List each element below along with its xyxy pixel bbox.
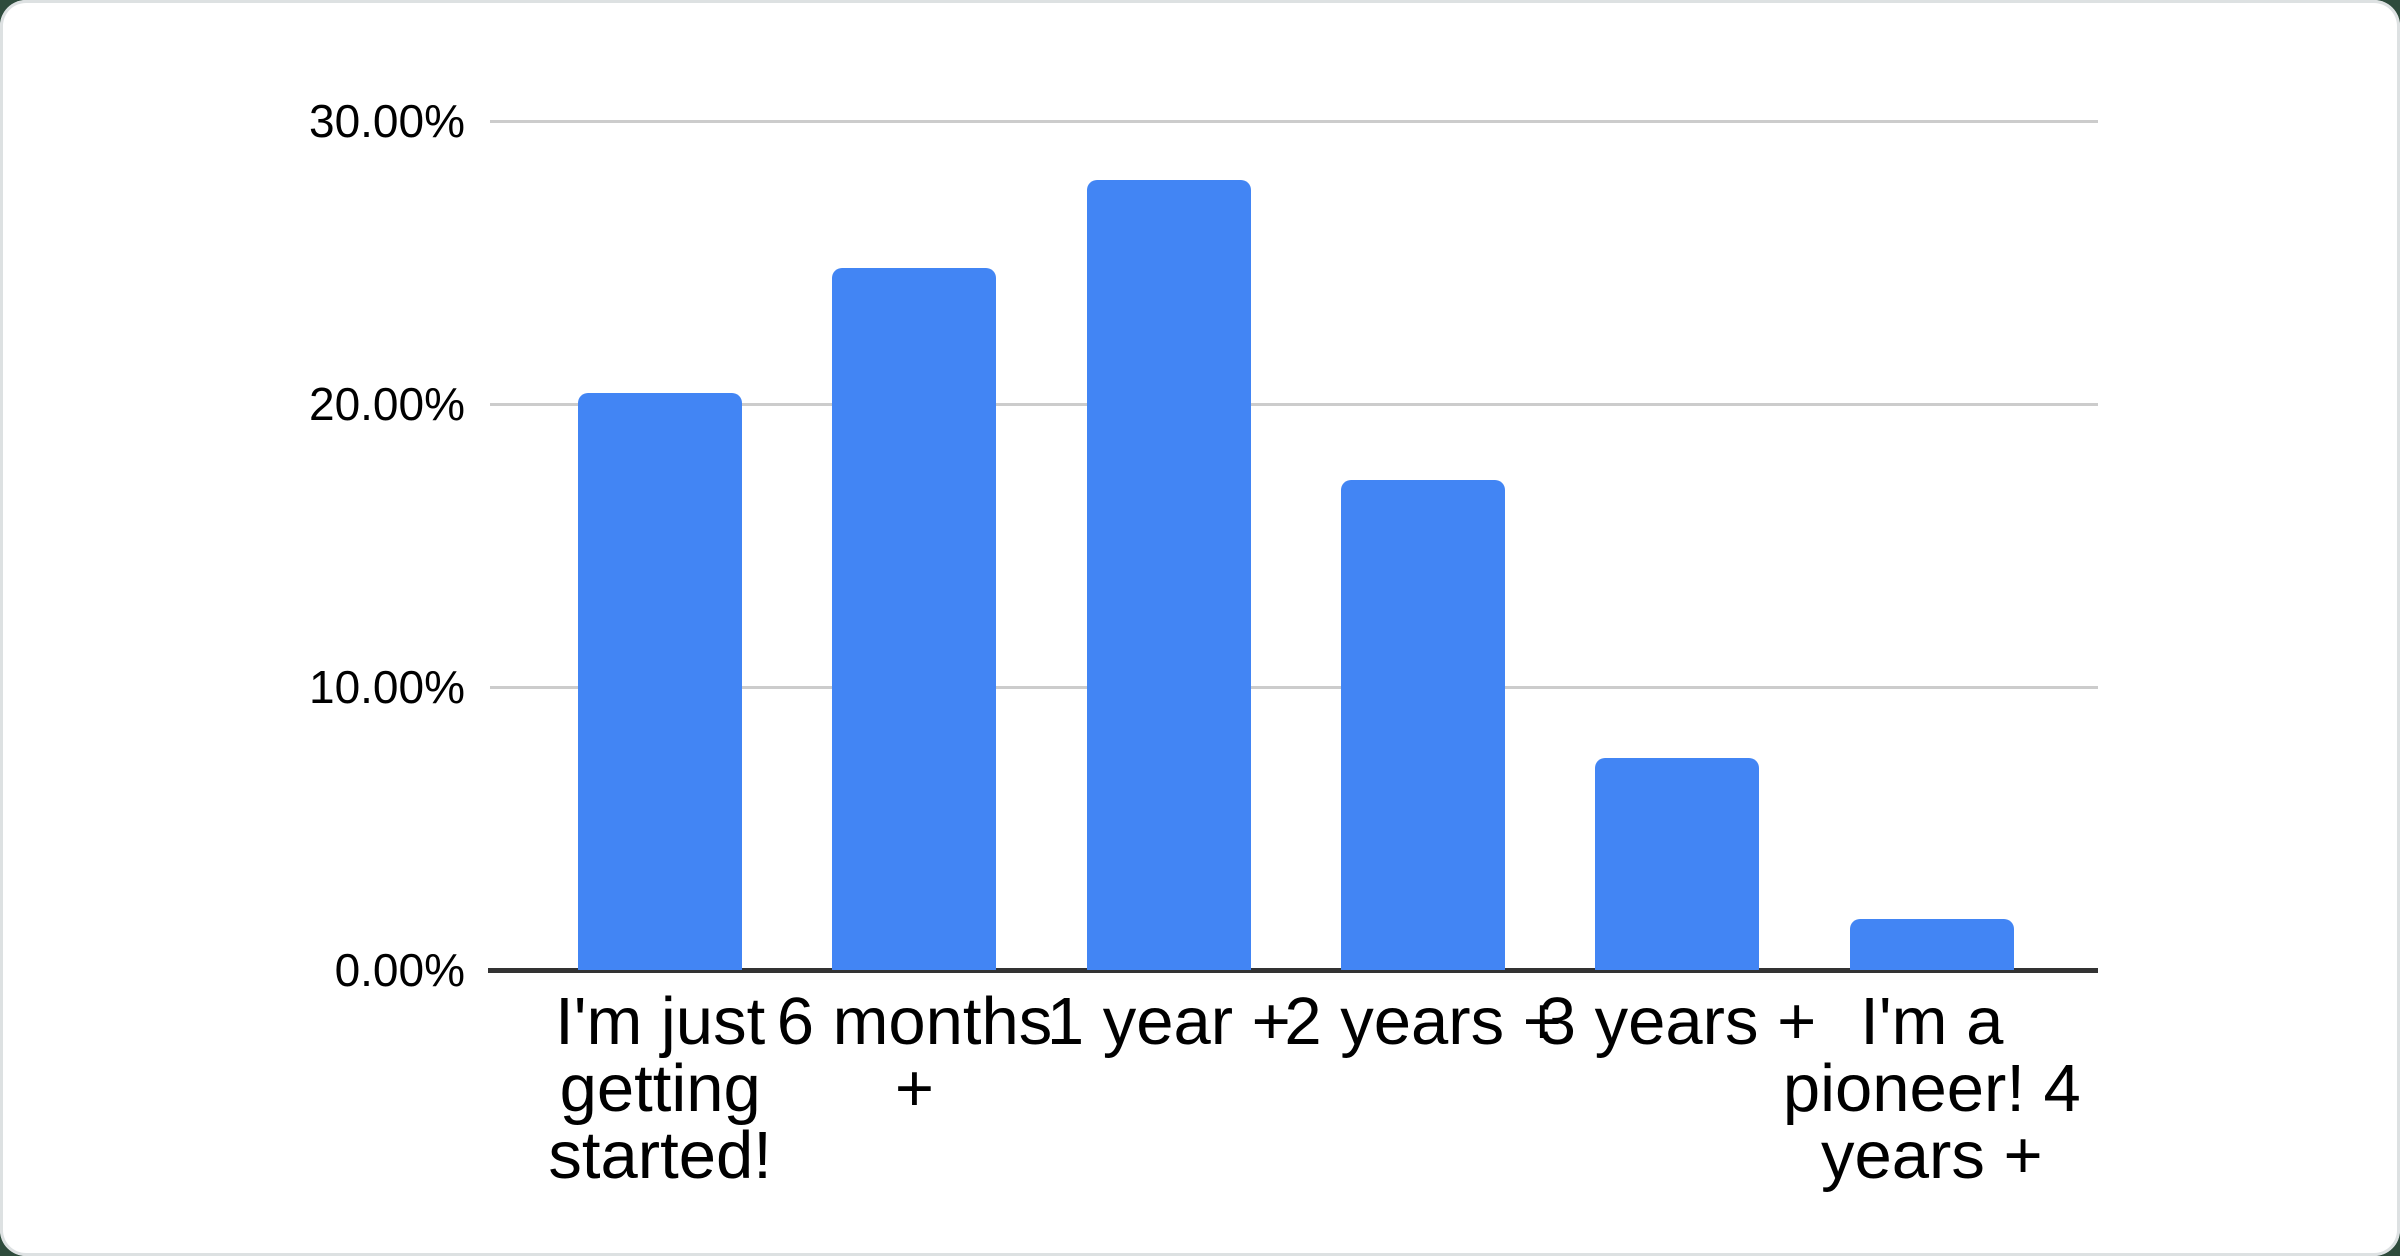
gridline	[490, 685, 2098, 689]
y-axis-tick-label: 30.00%	[308, 95, 465, 147]
y-axis-tick-label: 0.00%	[334, 944, 465, 996]
gridline	[490, 119, 2098, 123]
bar	[832, 268, 997, 970]
x-axis-label: I'm a pioneer! 4 years +	[1782, 984, 2081, 1193]
bar	[1086, 180, 1251, 970]
x-axis-label: 1 year +	[1046, 984, 1291, 1059]
y-axis-tick-label: 20.00%	[308, 378, 465, 430]
x-axis-label: 6 months +	[776, 984, 1053, 1126]
bar	[1849, 919, 2014, 970]
x-axis-line	[488, 968, 2098, 973]
bar	[578, 392, 743, 970]
x-axis-label: I'm just getting started!	[548, 984, 772, 1193]
x-axis-label: 2 years +	[1284, 984, 1562, 1059]
bar	[1595, 757, 1760, 970]
gridline	[490, 402, 2098, 406]
y-axis-tick-label: 10.00%	[308, 661, 465, 713]
bar	[1341, 480, 1506, 970]
x-axis-label: 3 years +	[1538, 984, 1817, 1059]
